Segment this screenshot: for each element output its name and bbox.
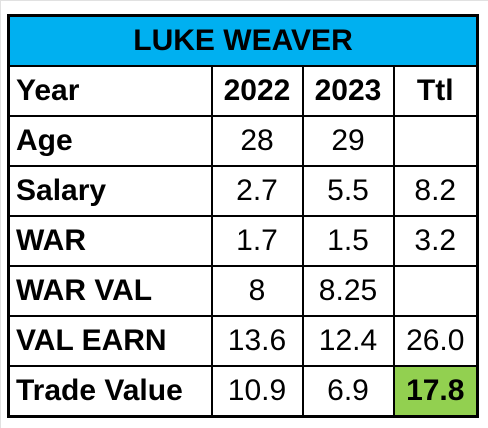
player-value-table: LUKE WEAVER Year 2022 2023 Ttl Age 28 29… <box>7 14 480 418</box>
cell-total[interactable]: 3.2 <box>392 215 479 267</box>
cell-total[interactable] <box>392 265 479 317</box>
row-label[interactable]: VAL EARN <box>7 315 213 367</box>
header-total[interactable]: Ttl <box>392 65 479 117</box>
player-name-title[interactable]: LUKE WEAVER <box>7 14 479 67</box>
table-row-war: WAR 1.7 1.5 3.2 <box>7 215 479 267</box>
table-row-trade-value: Trade Value 10.9 6.9 17.8 <box>7 365 479 418</box>
cell-2022[interactable]: 13.6 <box>210 315 304 367</box>
cell-2023[interactable]: 5.5 <box>301 165 395 217</box>
table-row-age: Age 28 29 <box>7 115 479 167</box>
row-label[interactable]: WAR <box>7 215 213 267</box>
cell-2023[interactable]: 8.25 <box>301 265 395 317</box>
row-label[interactable]: WAR VAL <box>7 265 213 317</box>
cell-total[interactable] <box>392 115 479 167</box>
header-2022[interactable]: 2022 <box>210 65 304 117</box>
cell-2022[interactable]: 1.7 <box>210 215 304 267</box>
cell-2023[interactable]: 29 <box>301 115 395 167</box>
cell-2022[interactable]: 28 <box>210 115 304 167</box>
cell-2022[interactable]: 10.9 <box>210 365 304 418</box>
header-year[interactable]: Year <box>7 65 213 117</box>
row-label[interactable]: Age <box>7 115 213 167</box>
row-label[interactable]: Salary <box>7 165 213 217</box>
header-2023[interactable]: 2023 <box>301 65 395 117</box>
header-row: Year 2022 2023 Ttl <box>7 65 479 117</box>
cell-2023[interactable]: 1.5 <box>301 215 395 267</box>
cell-total-highlighted[interactable]: 17.8 <box>392 365 479 418</box>
cell-total[interactable]: 8.2 <box>392 165 479 217</box>
table-row-val-earn: VAL EARN 13.6 12.4 26.0 <box>7 315 479 367</box>
cell-2023[interactable]: 6.9 <box>301 365 395 418</box>
cell-2023[interactable]: 12.4 <box>301 315 395 367</box>
table-row-war-val: WAR VAL 8 8.25 <box>7 265 479 317</box>
table-row-salary: Salary 2.7 5.5 8.2 <box>7 165 479 217</box>
row-label[interactable]: Trade Value <box>7 365 213 418</box>
cell-total[interactable]: 26.0 <box>392 315 479 367</box>
cell-2022[interactable]: 2.7 <box>210 165 304 217</box>
cell-2022[interactable]: 8 <box>210 265 304 317</box>
title-row: LUKE WEAVER <box>7 14 479 67</box>
